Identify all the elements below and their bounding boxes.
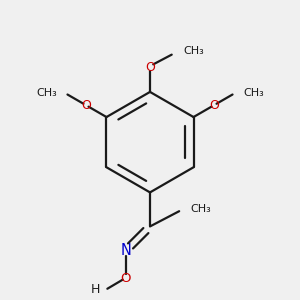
Text: O: O: [81, 99, 91, 112]
Text: CH₃: CH₃: [183, 46, 204, 56]
Text: N: N: [121, 243, 131, 258]
Text: H: H: [91, 283, 100, 296]
Text: O: O: [145, 61, 155, 74]
Text: O: O: [209, 99, 219, 112]
Text: CH₃: CH₃: [190, 204, 211, 214]
Text: CH₃: CH₃: [243, 88, 264, 98]
Text: CH₃: CH₃: [36, 88, 57, 98]
Text: O: O: [121, 272, 131, 285]
